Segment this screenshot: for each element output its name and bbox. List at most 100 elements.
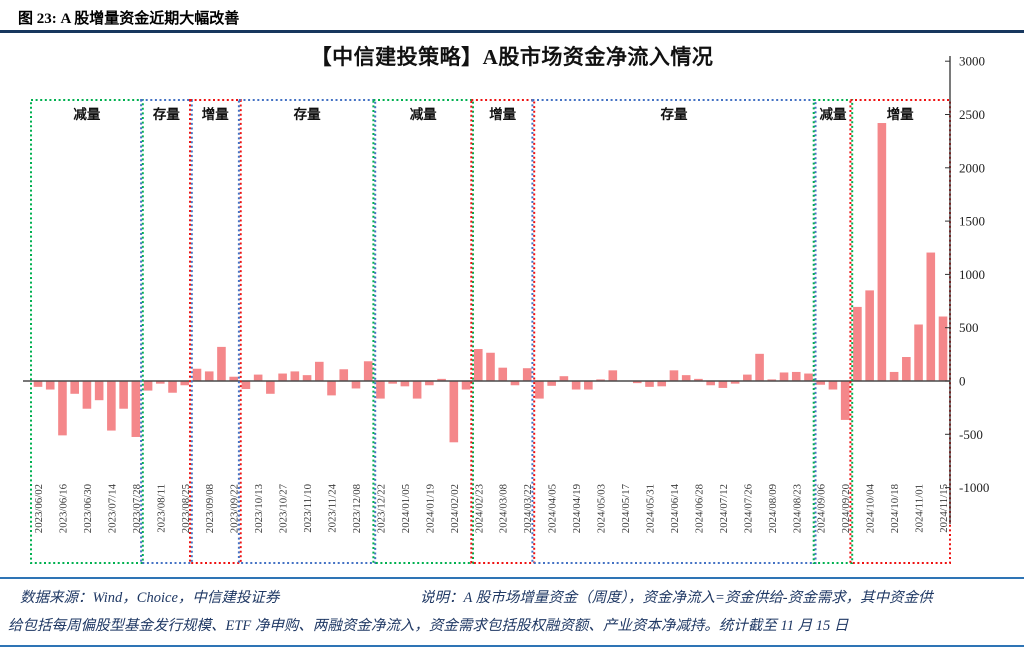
- x-tick-label: 2024/08/09: [767, 484, 779, 533]
- x-tick-label: 2023/12/22: [375, 484, 387, 533]
- y-tick-label: 500: [959, 320, 979, 335]
- region-box-6: [470, 99, 536, 564]
- x-tick-label: 2023/09/22: [229, 484, 241, 533]
- net-inflow-bar-chart: 减量 存量 增量 存量 减量 增量 存量 减量 增量 3000 2500 2000 1500 1000 50…: [23, 54, 989, 564]
- bar: [327, 381, 336, 396]
- x-tick-label: 2023/11/10: [302, 484, 314, 533]
- x-tick-label: 2023/06/16: [58, 483, 70, 533]
- region-box-3: [189, 99, 242, 564]
- bar: [412, 381, 422, 399]
- region-label-2: 存量: [153, 106, 180, 122]
- region-label-5: 减量: [410, 106, 437, 122]
- bar: [767, 379, 777, 381]
- bar: [143, 381, 153, 391]
- region-box-2: [140, 99, 193, 564]
- x-tick-label: 2023/08/11: [155, 484, 167, 533]
- bar: [914, 324, 923, 381]
- bar: [522, 368, 532, 381]
- figure-caption: 图 23: A 股增量资金近期大幅改善: [18, 11, 240, 27]
- bar: [461, 381, 471, 390]
- bar: [584, 381, 593, 390]
- region-box-8: [812, 99, 854, 564]
- bar: [743, 374, 752, 381]
- x-tick-label: 2024/07/26: [742, 483, 754, 533]
- y-tick-label: 1500: [959, 214, 985, 229]
- bar: [339, 369, 349, 381]
- bar: [33, 381, 43, 387]
- x-tick-label: 2024/02/02: [449, 484, 461, 533]
- x-tick-label: 2024/03/08: [498, 484, 510, 533]
- y-tick-label: -1000: [959, 480, 989, 495]
- bar: [535, 381, 544, 399]
- bar: [694, 378, 703, 381]
- bar: [302, 375, 312, 381]
- x-tick-label: 2023/10/13: [253, 484, 265, 533]
- bar: [351, 381, 361, 389]
- region-box-9: [849, 99, 952, 564]
- y-tick-label: 0: [959, 374, 966, 389]
- bar: [290, 371, 300, 381]
- note-text-line1: 说明：A 股市场增量资金（周度），资金净流入=资金供给-资金需求，其中资金供: [420, 590, 933, 606]
- bar: [938, 316, 948, 381]
- bar: [156, 381, 165, 384]
- bar: [82, 381, 92, 409]
- x-tick-label: 2024/10/04: [865, 483, 877, 533]
- bar: [400, 381, 410, 387]
- bar: [645, 381, 654, 387]
- x-tick-label: 2024/04/05: [547, 484, 559, 533]
- bar: [718, 381, 728, 388]
- data-source-text: 数据来源：Wind，Choice，中信建投证券: [20, 590, 280, 606]
- region-label-8: 减量: [820, 106, 848, 122]
- footer-top-rule: [0, 577, 1024, 579]
- bar: [229, 376, 238, 381]
- region-box-1: [30, 99, 144, 564]
- region-box-7: [531, 99, 817, 564]
- bar: [425, 381, 434, 386]
- x-tick-label: 2024/11/15: [938, 484, 950, 533]
- bar: [681, 375, 691, 381]
- x-tick-label: 2024/05/31: [645, 484, 657, 533]
- x-tick-label: 2024/10/18: [889, 484, 901, 533]
- bar: [437, 378, 446, 381]
- x-tick-label: 2023/07/28: [131, 484, 143, 533]
- bar: [58, 381, 67, 436]
- x-tick-label: 2024/09/06: [816, 483, 828, 533]
- header-rule: [0, 30, 1024, 33]
- y-tick-label: 2000: [959, 160, 985, 175]
- y-tick-label: 1000: [959, 267, 985, 282]
- bar: [388, 381, 397, 384]
- bar: [779, 372, 789, 381]
- x-tick-label: 2023/06/02: [33, 484, 45, 533]
- bar: [376, 381, 385, 399]
- bar: [657, 381, 667, 387]
- bar: [706, 381, 715, 386]
- x-tick-label: 2023/11/24: [327, 483, 339, 532]
- x-tick-label: 2023/08/25: [180, 484, 192, 533]
- bar: [241, 381, 251, 389]
- x-tick-label: 2023/10/27: [278, 483, 290, 533]
- bar: [107, 381, 116, 431]
- bar: [180, 381, 190, 386]
- x-tick-label: 2023/06/30: [82, 484, 94, 533]
- bar: [45, 381, 55, 390]
- x-tick-label: 2024/09/20: [840, 484, 852, 533]
- x-tick-label: 2024/06/14: [669, 483, 681, 533]
- bar: [204, 371, 214, 381]
- bar: [804, 373, 813, 381]
- y-tick-label: 2500: [959, 107, 985, 122]
- bar: [889, 371, 899, 381]
- region-box-4: [237, 99, 377, 564]
- x-tick-label: 2024/07/12: [718, 484, 730, 533]
- bar: [632, 381, 642, 384]
- bar: [168, 381, 177, 393]
- bar: [449, 381, 459, 443]
- bar: [791, 371, 801, 381]
- bar: [926, 252, 936, 381]
- region-label-3: 增量: [202, 106, 229, 122]
- bar: [816, 381, 826, 385]
- x-tick-label: 2024/03/22: [522, 484, 534, 533]
- bar: [840, 381, 850, 420]
- x-tick-label: 2024/02/23: [473, 484, 485, 533]
- x-tick-label: 2023/12/08: [351, 484, 363, 533]
